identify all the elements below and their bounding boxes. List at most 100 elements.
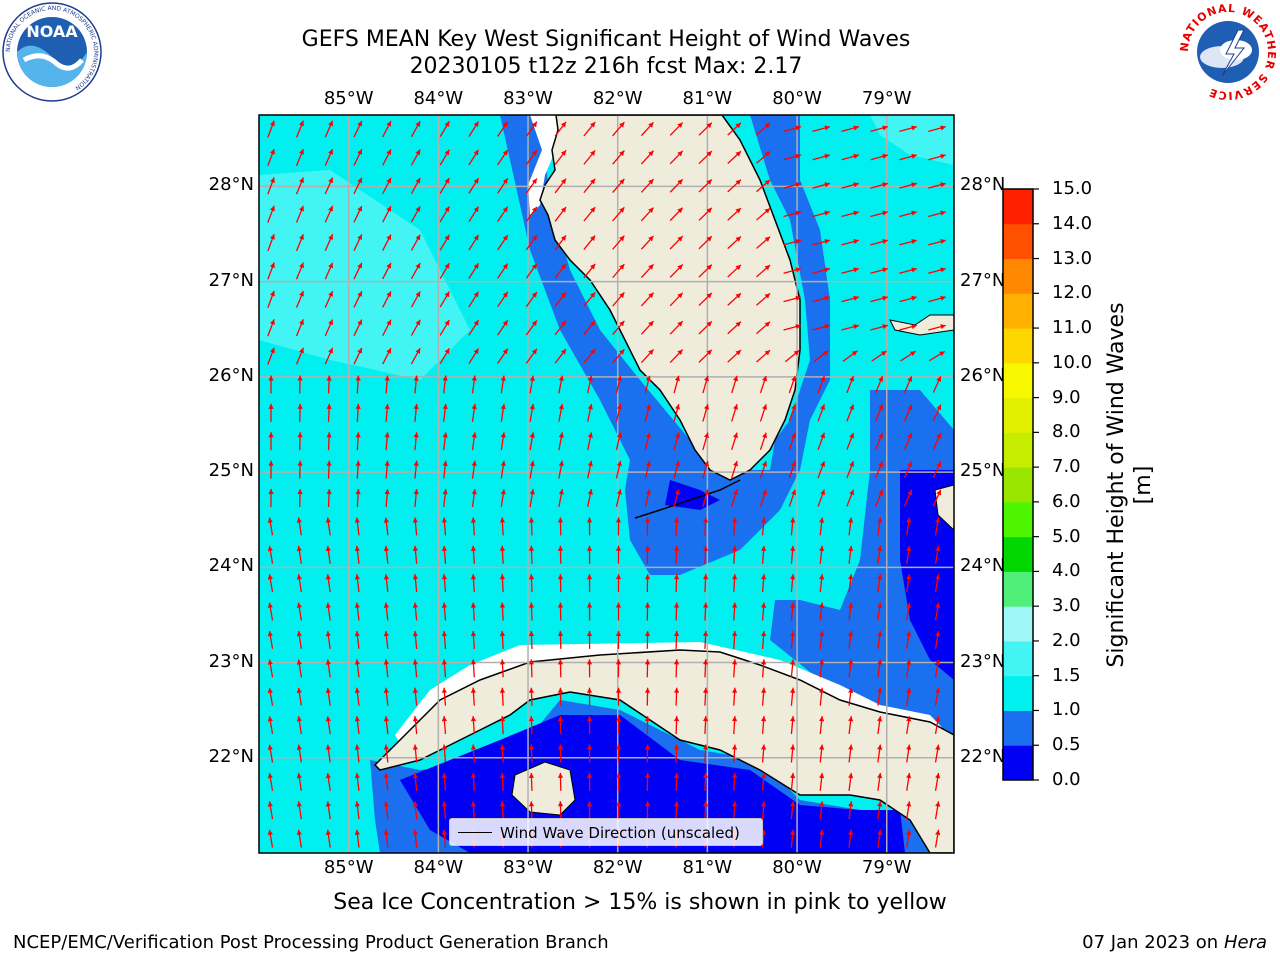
wind-arrow — [841, 324, 860, 331]
wind-arrow — [702, 659, 709, 678]
wind-arrow — [296, 545, 302, 564]
wind-arrow — [906, 716, 912, 735]
wind-arrow — [554, 234, 567, 251]
wind-arrow — [413, 488, 419, 508]
wind-arrow — [410, 262, 421, 280]
wind-arrow — [731, 545, 738, 564]
wind-arrow — [384, 460, 390, 479]
wind-arrow — [412, 659, 418, 678]
wind-arrow — [669, 207, 684, 222]
wind-arrow — [297, 488, 303, 508]
wind-arrow — [615, 517, 622, 536]
wind-arrow — [698, 264, 713, 278]
wind-arrow — [583, 320, 596, 336]
wind-arrow — [296, 801, 302, 820]
wind-arrow — [761, 659, 767, 678]
wind-arrow — [788, 460, 797, 479]
wind-arrow — [499, 574, 506, 593]
wind-arrow — [848, 716, 854, 735]
wind-arrow — [470, 630, 477, 649]
wind-arrow — [875, 404, 884, 422]
colorbar-label-15: 13.0 — [1052, 247, 1093, 269]
wind-arrow — [497, 206, 509, 222]
wind-arrow — [841, 153, 860, 161]
wind-arrow — [698, 150, 713, 165]
wind-arrow — [702, 517, 709, 536]
wind-arrow — [499, 630, 506, 649]
wind-arrow — [870, 210, 888, 218]
wind-arrow — [875, 461, 884, 479]
wind-arrow — [812, 125, 831, 132]
wind-arrow — [557, 574, 564, 593]
wind-arrow — [934, 772, 941, 791]
wind-arrow — [877, 659, 883, 678]
wind-arrow — [934, 545, 941, 564]
wind-arrow — [353, 262, 363, 280]
wind-arrow — [702, 744, 709, 763]
wind-arrow — [354, 687, 360, 706]
wind-arrow — [383, 744, 389, 763]
wind-arrow — [640, 121, 655, 137]
wind-arrow — [412, 545, 418, 564]
wind-arrow — [324, 148, 334, 166]
wind-arrow — [673, 375, 680, 394]
wind-arrow — [731, 574, 738, 593]
wind-arrow — [783, 295, 802, 303]
wind-arrow — [612, 150, 625, 165]
wind-arrow — [468, 319, 480, 336]
wind-arrow — [583, 149, 596, 165]
wind-arrow — [784, 349, 800, 363]
wind-arrow — [383, 545, 389, 564]
wind-arrow — [761, 716, 767, 735]
wind-arrow — [644, 460, 651, 479]
wind-arrow — [702, 630, 709, 649]
wind-arrow — [900, 350, 917, 362]
wind-arrow — [731, 687, 738, 706]
wind-arrow — [353, 319, 363, 337]
colorbar-label-16: 14.0 — [1052, 212, 1093, 234]
wind-arrow — [268, 460, 274, 479]
wind-arrow — [296, 630, 302, 649]
wind-arrow — [928, 238, 946, 246]
wind-arrow — [528, 772, 535, 791]
wind-arrow — [384, 488, 390, 508]
wind-arrow — [644, 630, 651, 649]
wind-arrow — [673, 659, 680, 678]
wind-arrow — [615, 574, 622, 593]
wind-arrow — [470, 545, 477, 564]
wind-arrow — [441, 744, 448, 763]
wind-arrow — [558, 489, 564, 507]
wind-arrow — [669, 235, 684, 250]
wind-arrow — [899, 210, 917, 218]
wind-arrow — [267, 545, 274, 564]
wind-arrow — [525, 320, 538, 336]
wind-arrow — [928, 350, 946, 362]
wind-arrow — [615, 403, 622, 422]
wind-arrow — [528, 545, 535, 564]
wind-arrow — [529, 403, 535, 422]
wind-arrow — [267, 120, 275, 138]
nws-logo-icon: NATIONAL WEATHER SERVICE — [1178, 2, 1277, 102]
lat-tick-right-4: 24°N — [960, 555, 1006, 577]
noaa-logo-icon: NOAA NATIONAL OCEANIC AND ATMOSPHERIC AD… — [2, 2, 102, 102]
wind-arrow — [841, 182, 860, 189]
wind-arrow — [525, 178, 538, 194]
wind-arrow — [442, 488, 448, 508]
wind-arrow — [928, 210, 946, 218]
wind-arrow — [499, 545, 506, 564]
wind-arrow — [870, 182, 888, 189]
wind-arrow — [673, 687, 680, 706]
wind-arrow — [295, 262, 304, 280]
wind-arrow — [731, 630, 738, 649]
wind-arrow — [382, 234, 392, 251]
wind-arrow — [870, 267, 888, 274]
wind-arrow — [468, 234, 480, 251]
colorbar-label-10: 8.0 — [1052, 421, 1081, 443]
wind-arrow — [790, 517, 796, 536]
wind-arrow — [698, 320, 713, 335]
wind-arrow — [790, 574, 796, 593]
wind-arrow — [500, 460, 506, 479]
wind-arrow — [410, 177, 421, 194]
wind-arrow — [558, 432, 564, 451]
